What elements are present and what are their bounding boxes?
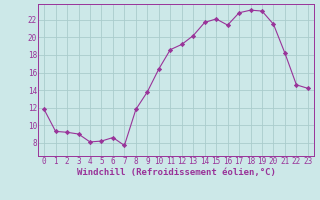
X-axis label: Windchill (Refroidissement éolien,°C): Windchill (Refroidissement éolien,°C) [76, 168, 276, 177]
